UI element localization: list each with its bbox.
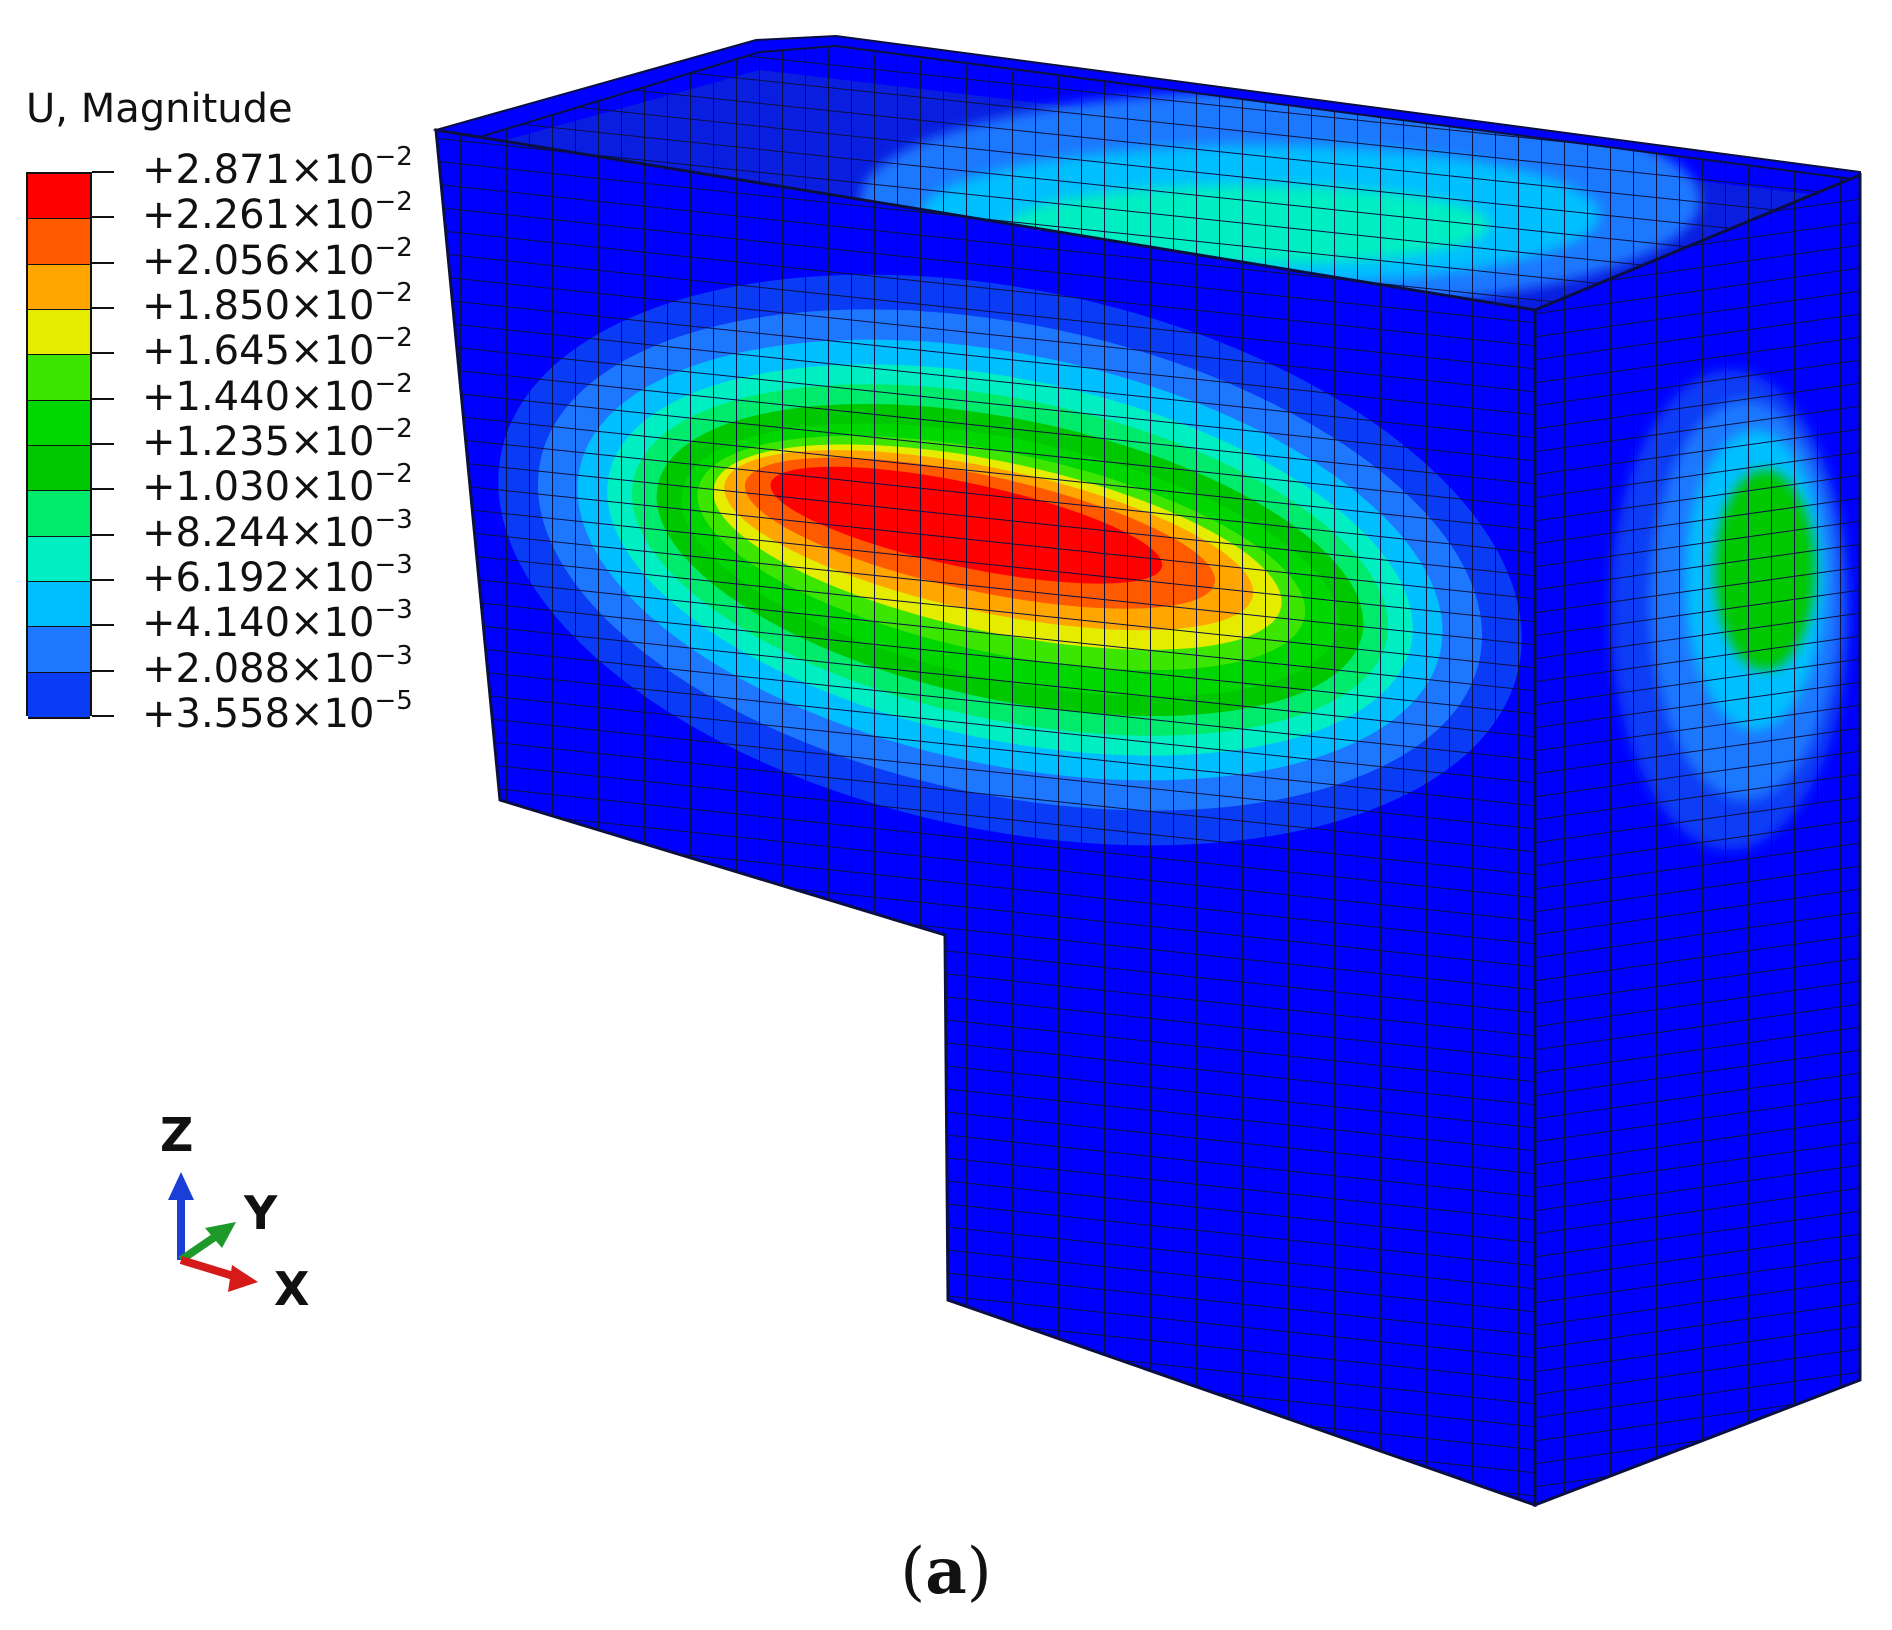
z-arrow-head — [168, 1172, 194, 1200]
legend-tick — [92, 669, 114, 672]
legend-swatch — [28, 536, 90, 583]
legend-swatch — [28, 264, 90, 311]
coordinate-triad — [168, 1172, 258, 1292]
legend-label: +1.440×10−2 — [142, 368, 413, 420]
legend-swatch — [28, 582, 90, 629]
legend-label: +2.088×10−3 — [142, 640, 413, 692]
legend-tick — [92, 488, 114, 491]
legend-label: +2.261×10−2 — [142, 187, 413, 239]
legend-swatch — [28, 400, 90, 447]
y-arrow-head — [205, 1222, 236, 1248]
legend-swatch — [28, 491, 90, 538]
legend-tick — [92, 261, 114, 264]
legend-label: +1.235×10−2 — [142, 414, 413, 465]
legend-label: +3.558×10−5 — [142, 686, 413, 737]
legend-swatch — [28, 355, 90, 402]
y-axis-label: Y — [244, 1186, 278, 1240]
legend-label: +8.244×10−3 — [142, 504, 413, 556]
legend-label: +6.192×10−3 — [142, 550, 413, 601]
legend-tick — [92, 624, 114, 627]
legend-swatch — [28, 219, 90, 266]
legend-tick — [92, 171, 114, 173]
legend-tick — [92, 352, 114, 355]
legend-tick — [92, 533, 114, 536]
x-arrow-head — [228, 1265, 258, 1292]
legend-tick — [92, 216, 114, 219]
legend-tick — [92, 715, 114, 717]
legend-label: +2.056×10−2 — [142, 232, 413, 284]
legend-tick — [92, 443, 114, 445]
legend-swatch — [28, 310, 90, 357]
figure-caption: (a) — [900, 1534, 992, 1609]
side-wall — [1533, 172, 1862, 1508]
legend-swatch — [28, 627, 90, 674]
legend-title: U, Magnitude — [26, 86, 293, 132]
x-axis-arrow — [179, 1256, 242, 1282]
legend-color-bar — [26, 172, 92, 719]
legend-swatch — [28, 446, 90, 493]
x-axis-label: X — [274, 1262, 310, 1316]
legend-swatch — [28, 672, 90, 719]
legend-label: +4.140×10−3 — [142, 595, 413, 647]
legend-tick — [92, 307, 114, 309]
legend-label: +1.645×10−2 — [142, 323, 413, 375]
legend-label: +2.871×10−2 — [142, 142, 413, 193]
legend-swatch — [28, 174, 90, 221]
legend-tick — [92, 397, 114, 400]
legend-label: +1.850×10−2 — [142, 278, 413, 329]
legend-label: +1.030×10−2 — [142, 459, 413, 511]
legend-tick — [92, 579, 114, 581]
z-axis-label: Z — [160, 1108, 194, 1162]
